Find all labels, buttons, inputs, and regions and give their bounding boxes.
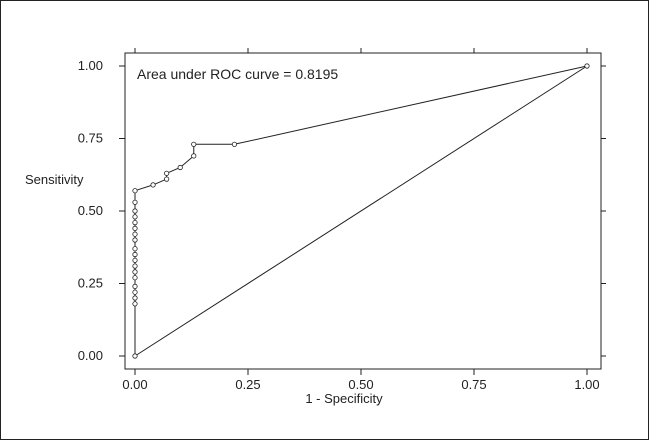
- roc-point-marker: [231, 141, 238, 147]
- roc-point-marker: [132, 225, 138, 231]
- roc-point-marker: [132, 283, 138, 289]
- curves-layer: [134, 65, 588, 357]
- roc-point-marker: [132, 214, 138, 220]
- roc-point-marker: [191, 141, 197, 147]
- roc-point-marker: [191, 153, 197, 159]
- roc-point-marker: [132, 353, 138, 359]
- reference-diagonal-line: [134, 65, 588, 357]
- x-tick-label: 0.50: [348, 377, 373, 392]
- y-tick-label: 0.00: [78, 348, 103, 363]
- roc-point-marker: [132, 301, 138, 307]
- y-tick-label: 1.00: [78, 58, 103, 73]
- x-tick-label: 0.25: [235, 377, 260, 392]
- roc-point-marker: [132, 251, 138, 258]
- roc-point-marker: [584, 63, 590, 69]
- y-axis-label: Sensitivity: [25, 172, 84, 187]
- markers-layer: [132, 63, 590, 359]
- roc-point-marker: [132, 246, 138, 252]
- roc-point-marker: [164, 170, 170, 176]
- ticks-layer: 0.00 0.25 0.50 0.75 1.00 0.00 0.25 0.50 0.75 1.00: [78, 48, 606, 392]
- x-tick-label: 1.00: [574, 377, 599, 392]
- plot-area-border: [124, 52, 602, 370]
- roc-point-marker: [132, 289, 138, 295]
- roc-point-marker: [132, 220, 138, 226]
- roc-point-marker: [177, 164, 183, 171]
- roc-point-marker: [132, 208, 138, 214]
- roc-point-marker: [132, 231, 138, 237]
- roc-point-marker: [132, 237, 138, 243]
- x-tick-label: 0.00: [122, 377, 147, 392]
- roc-point-marker: [132, 199, 138, 205]
- roc-point-marker: [164, 176, 170, 182]
- roc-point-marker: [132, 269, 138, 275]
- y-tick-label: 0.25: [78, 276, 103, 291]
- roc-point-marker: [132, 257, 138, 263]
- auc-annotation: Area under ROC curve = 0.8195: [137, 66, 338, 82]
- roc-point-marker: [132, 295, 138, 301]
- y-tick-label: 0.75: [78, 131, 103, 146]
- roc-point-marker: [150, 182, 156, 188]
- x-axis-label: 1 - Specificity: [305, 391, 383, 406]
- x-tick-label: 0.75: [461, 377, 486, 392]
- roc-point-marker: [132, 188, 138, 194]
- y-tick-label: 0.50: [78, 203, 103, 218]
- roc-point-marker: [132, 275, 138, 281]
- roc-point-marker: [132, 263, 138, 269]
